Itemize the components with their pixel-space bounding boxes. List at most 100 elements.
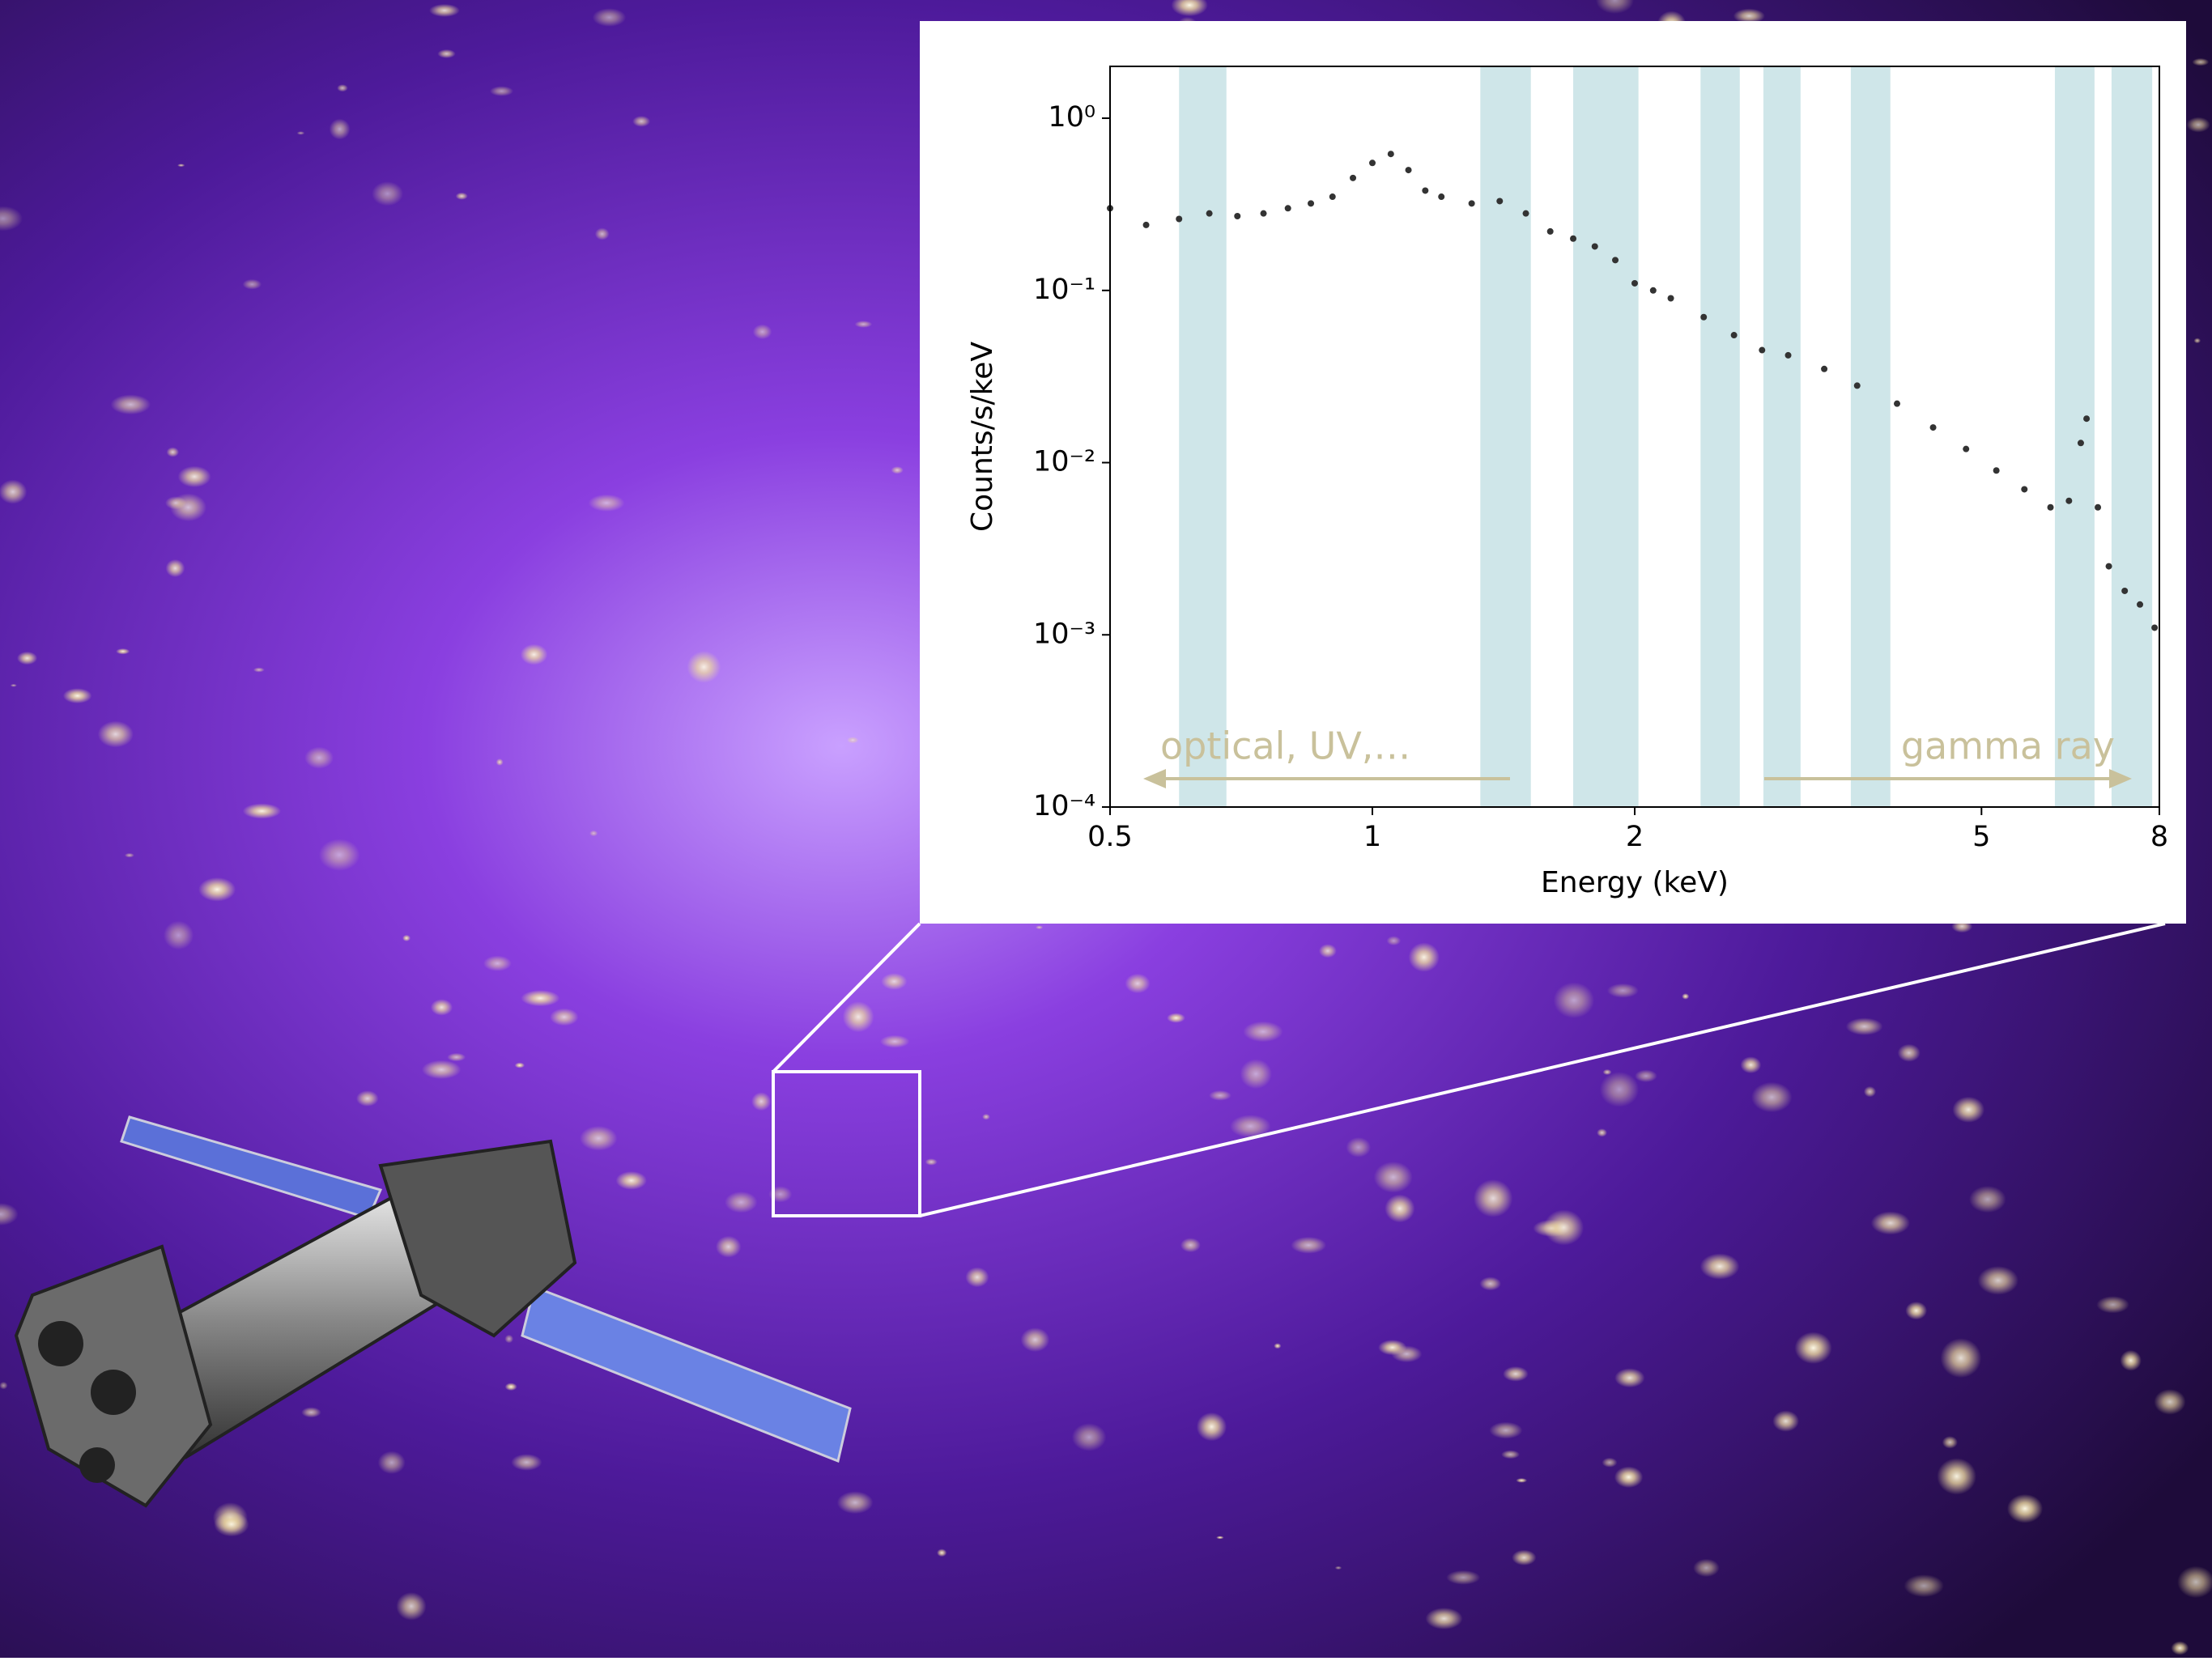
data-point — [1261, 210, 1267, 217]
galaxy — [456, 193, 468, 200]
galaxy — [496, 758, 504, 766]
galaxy — [1216, 1536, 1223, 1540]
galaxy — [301, 1407, 321, 1417]
galaxy — [0, 480, 27, 504]
galaxy — [1871, 1212, 1910, 1235]
y-tick-label: 10⁻⁴ — [1033, 790, 1095, 822]
galaxy — [1554, 983, 1594, 1018]
data-point — [1785, 352, 1792, 359]
data-point — [2106, 563, 2112, 570]
galaxy — [1387, 936, 1402, 945]
galaxy — [11, 684, 17, 687]
galaxy — [1693, 1559, 1720, 1577]
galaxy — [1600, 1072, 1639, 1107]
galaxy — [1969, 1186, 2006, 1213]
x-tick-label: 1 — [1363, 821, 1381, 853]
excluded-band — [1573, 66, 1639, 807]
excluded-band — [2112, 66, 2152, 807]
galaxy — [1274, 1343, 1281, 1349]
galaxy — [17, 652, 37, 665]
galaxy — [1772, 1411, 1799, 1432]
galaxy — [116, 648, 130, 654]
galaxy — [843, 1001, 874, 1032]
galaxy — [437, 49, 455, 58]
galaxy — [595, 227, 610, 240]
galaxy — [511, 1454, 542, 1471]
galaxy — [1503, 1366, 1529, 1382]
galaxy — [422, 1060, 461, 1079]
data-point — [1438, 193, 1444, 200]
galaxy — [297, 131, 305, 134]
x-axis-label: Energy (keV) — [1541, 866, 1729, 899]
page: 0.5125810⁰10⁻¹10⁻²10⁻³10⁻⁴Energy (keV)Co… — [0, 0, 2212, 1658]
galaxy — [167, 447, 180, 457]
galaxy — [1125, 974, 1150, 993]
scene: 0.5125810⁰10⁻¹10⁻²10⁻³10⁻⁴Energy (keV)Co… — [0, 0, 2212, 1658]
galaxy — [1597, 1128, 1607, 1136]
galaxy — [515, 1063, 525, 1068]
galaxy — [1167, 1013, 1185, 1022]
galaxy — [925, 1158, 938, 1166]
galaxy — [431, 999, 453, 1015]
galaxy — [177, 164, 185, 167]
galaxy — [2194, 338, 2201, 343]
galaxy — [632, 116, 650, 127]
galaxy — [751, 1092, 771, 1111]
galaxy — [1319, 944, 1337, 958]
galaxy — [372, 181, 403, 206]
annotation: optical, UV,… — [1160, 724, 1410, 768]
galaxy — [2154, 1389, 2185, 1415]
data-point — [1759, 347, 1765, 354]
galaxy — [725, 1192, 757, 1213]
galaxy — [837, 1491, 874, 1514]
galaxy — [1180, 1238, 1201, 1252]
galaxy — [166, 559, 185, 577]
data-point — [2048, 504, 2054, 511]
galaxy — [337, 84, 348, 91]
galaxy — [1846, 1017, 1883, 1034]
galaxy — [1978, 1266, 2018, 1295]
galaxy — [483, 956, 512, 971]
data-point — [2078, 440, 2084, 446]
galaxy — [1335, 1566, 1342, 1570]
y-tick-label: 10⁻² — [1033, 446, 1095, 478]
galaxy — [1072, 1423, 1107, 1451]
galaxy — [1474, 1179, 1512, 1217]
galaxy — [937, 1548, 946, 1557]
galaxy — [1021, 1328, 1050, 1352]
galaxy — [1036, 925, 1043, 929]
excluded-band — [2055, 66, 2095, 807]
galaxy — [589, 495, 625, 512]
data-point — [1308, 200, 1314, 206]
data-point — [1523, 210, 1529, 217]
galaxy — [580, 1126, 617, 1151]
data-point — [1422, 187, 1428, 193]
galaxy — [1607, 983, 1639, 998]
galaxy — [111, 394, 151, 414]
data-point — [1894, 401, 1900, 407]
galaxy — [356, 1090, 379, 1107]
galaxy — [1240, 1059, 1271, 1089]
galaxy — [1489, 1422, 1522, 1439]
data-point — [2151, 624, 2158, 631]
data-point — [1612, 257, 1619, 263]
data-point — [1329, 193, 1336, 200]
galaxy — [1682, 993, 1689, 1000]
galaxy — [1501, 1451, 1520, 1459]
excluded-band — [1851, 66, 1891, 807]
data-point — [2021, 486, 2027, 492]
galaxy — [214, 1512, 249, 1536]
galaxy — [1942, 1436, 1958, 1448]
galaxy — [1291, 1237, 1326, 1254]
data-point — [1350, 175, 1356, 181]
y-tick-label: 10⁻³ — [1033, 618, 1095, 650]
galaxy — [378, 1451, 406, 1474]
y-tick-label: 10⁻¹ — [1033, 274, 1095, 306]
excluded-band — [1179, 66, 1227, 807]
data-point — [1821, 366, 1827, 372]
data-point — [2083, 415, 2090, 422]
galaxy — [881, 973, 907, 990]
galaxy — [1898, 1044, 1921, 1062]
galaxy — [490, 86, 513, 96]
data-point — [2065, 498, 2072, 504]
